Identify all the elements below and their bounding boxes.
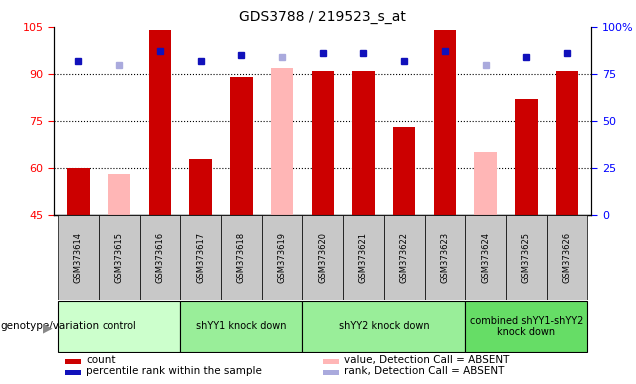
Text: shYY1 knock down: shYY1 knock down bbox=[196, 321, 287, 331]
Bar bbox=[466, 301, 588, 352]
Text: value, Detection Call = ABSENT: value, Detection Call = ABSENT bbox=[344, 355, 509, 365]
Bar bbox=[180, 301, 302, 352]
Text: GSM373624: GSM373624 bbox=[481, 232, 490, 283]
Bar bbox=[515, 99, 537, 215]
Bar bbox=[149, 30, 171, 215]
Text: GSM373615: GSM373615 bbox=[114, 232, 123, 283]
Bar bbox=[99, 215, 139, 300]
Bar bbox=[65, 359, 81, 364]
Bar bbox=[323, 370, 339, 375]
Bar bbox=[466, 215, 506, 300]
Bar bbox=[302, 301, 466, 352]
Bar bbox=[271, 68, 293, 215]
Bar bbox=[556, 71, 578, 215]
Text: ▶: ▶ bbox=[43, 322, 52, 335]
Text: genotype/variation: genotype/variation bbox=[1, 321, 100, 331]
Text: combined shYY1-shYY2
knock down: combined shYY1-shYY2 knock down bbox=[469, 316, 583, 337]
Text: GSM373617: GSM373617 bbox=[196, 232, 205, 283]
Bar bbox=[434, 30, 456, 215]
Bar bbox=[58, 215, 99, 300]
Text: GSM373622: GSM373622 bbox=[399, 232, 409, 283]
Bar bbox=[323, 359, 339, 364]
Text: rank, Detection Call = ABSENT: rank, Detection Call = ABSENT bbox=[344, 366, 504, 376]
Bar bbox=[352, 71, 375, 215]
Bar bbox=[230, 77, 252, 215]
Bar bbox=[302, 215, 343, 300]
Text: GSM373619: GSM373619 bbox=[277, 232, 287, 283]
Text: GSM373614: GSM373614 bbox=[74, 232, 83, 283]
Bar bbox=[221, 215, 261, 300]
Text: shYY2 knock down: shYY2 knock down bbox=[338, 321, 429, 331]
Title: GDS3788 / 219523_s_at: GDS3788 / 219523_s_at bbox=[239, 10, 406, 25]
Bar bbox=[547, 215, 588, 300]
Bar bbox=[384, 215, 425, 300]
Bar bbox=[261, 215, 302, 300]
Text: GSM373626: GSM373626 bbox=[563, 232, 572, 283]
Bar bbox=[474, 152, 497, 215]
Text: GSM373625: GSM373625 bbox=[522, 232, 531, 283]
Text: GSM373623: GSM373623 bbox=[440, 232, 450, 283]
Bar bbox=[58, 301, 180, 352]
Text: count: count bbox=[86, 355, 116, 365]
Text: GSM373621: GSM373621 bbox=[359, 232, 368, 283]
Bar bbox=[343, 215, 384, 300]
Text: control: control bbox=[102, 321, 136, 331]
Bar bbox=[65, 370, 81, 375]
Bar bbox=[108, 174, 130, 215]
Text: GSM373620: GSM373620 bbox=[318, 232, 328, 283]
Bar bbox=[312, 71, 334, 215]
Bar bbox=[139, 215, 180, 300]
Bar bbox=[506, 215, 547, 300]
Bar bbox=[425, 215, 466, 300]
Bar bbox=[67, 168, 90, 215]
Text: percentile rank within the sample: percentile rank within the sample bbox=[86, 366, 262, 376]
Text: GSM373616: GSM373616 bbox=[155, 232, 165, 283]
Bar bbox=[190, 159, 212, 215]
Bar bbox=[393, 127, 415, 215]
Text: GSM373618: GSM373618 bbox=[237, 232, 246, 283]
Bar bbox=[180, 215, 221, 300]
